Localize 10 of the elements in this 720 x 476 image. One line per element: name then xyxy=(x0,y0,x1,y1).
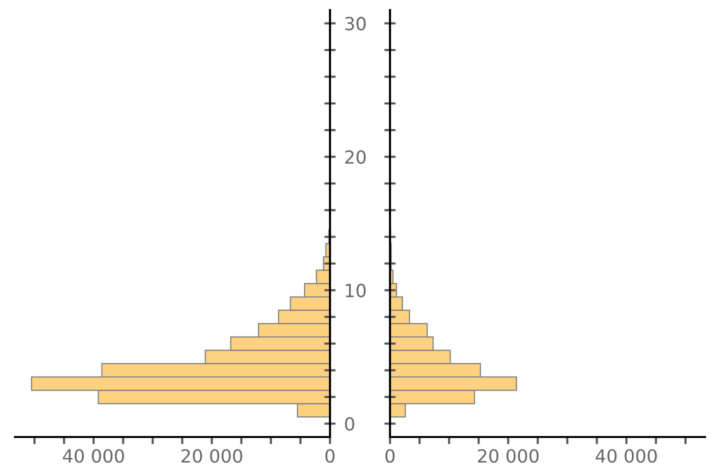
x-tick-label: 0 xyxy=(385,449,395,463)
x-tick-label: 40 000 xyxy=(596,449,657,463)
y-tick-label: 0 xyxy=(345,417,354,431)
x-tick-label: 40 000 xyxy=(62,449,124,463)
x-tick-label: 0 xyxy=(325,449,335,463)
y-tick-label: 20 xyxy=(345,150,366,164)
y-tick-label: 30 xyxy=(345,16,366,30)
y-tick-label: 10 xyxy=(346,284,366,298)
x-tick-label: 20 000 xyxy=(182,449,242,463)
x-tick-label: 20 000 xyxy=(478,449,539,463)
